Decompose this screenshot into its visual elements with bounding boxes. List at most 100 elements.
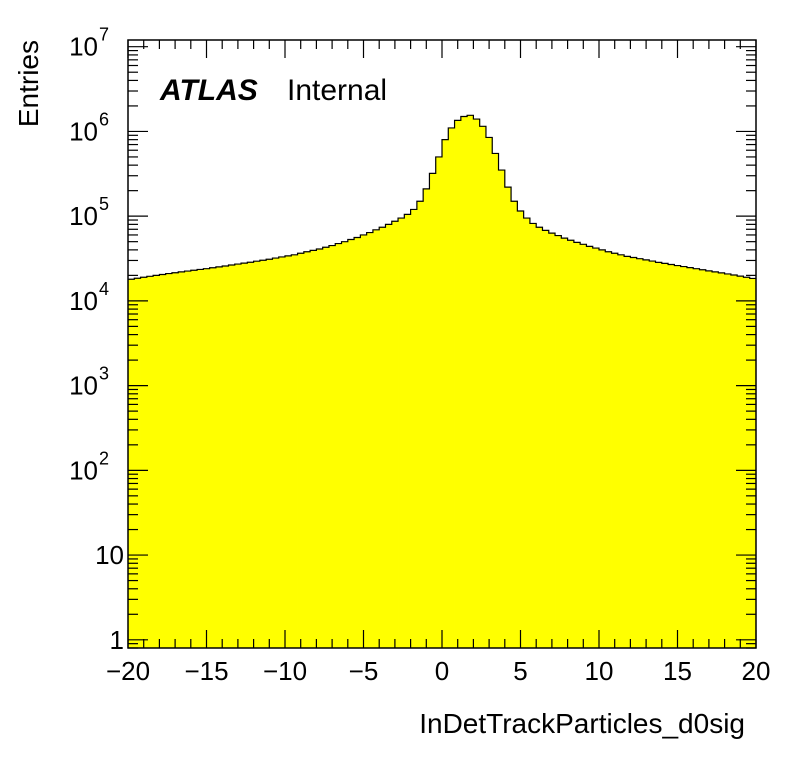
histogram-bin bbox=[680, 266, 688, 648]
histogram-bin bbox=[222, 266, 229, 648]
histogram-bin bbox=[278, 256, 286, 648]
histogram-bin bbox=[454, 120, 462, 649]
histogram-bin bbox=[567, 240, 575, 648]
histogram-bars bbox=[128, 115, 757, 649]
histogram-bin bbox=[184, 271, 192, 648]
histogram-bin bbox=[266, 259, 273, 648]
histogram-bin bbox=[460, 116, 468, 648]
histogram-bin bbox=[529, 223, 537, 648]
histogram-bin bbox=[146, 276, 154, 648]
histogram-bin bbox=[410, 209, 418, 648]
histogram-bin bbox=[693, 268, 700, 648]
histogram-bin bbox=[718, 272, 725, 648]
x-tick-label: −15 bbox=[184, 656, 228, 686]
histogram-bin bbox=[171, 272, 179, 648]
y-tick-label: 1 bbox=[110, 625, 124, 655]
histogram-bin bbox=[303, 251, 311, 649]
histogram-bin bbox=[209, 267, 217, 648]
histogram-bin bbox=[580, 244, 587, 649]
y-tick-label: 10 bbox=[95, 540, 124, 570]
histogram-bin bbox=[467, 115, 474, 649]
histogram-bin bbox=[599, 249, 606, 649]
histogram-bin bbox=[228, 265, 236, 648]
histogram-bin bbox=[617, 254, 625, 648]
histogram-bin bbox=[561, 238, 568, 648]
histogram-bin bbox=[674, 265, 682, 648]
internal-label: Internal bbox=[287, 74, 387, 107]
histogram-bin bbox=[153, 275, 160, 648]
histogram-bin bbox=[366, 232, 374, 648]
histogram-bin bbox=[705, 270, 713, 648]
histogram-bin bbox=[291, 254, 298, 648]
histogram-bin bbox=[504, 187, 512, 648]
histogram-bin bbox=[555, 235, 562, 648]
histogram-bin bbox=[234, 264, 242, 648]
histogram-bin bbox=[730, 275, 738, 648]
histogram-bin bbox=[523, 218, 531, 648]
histogram-bin bbox=[379, 227, 386, 648]
x-tick-label: −20 bbox=[106, 656, 150, 686]
x-tick-label: 0 bbox=[435, 656, 449, 686]
histogram-bin bbox=[335, 243, 342, 648]
histogram-bin bbox=[429, 173, 437, 649]
histogram-bin bbox=[573, 242, 581, 648]
y-tick-exponent: 2 bbox=[99, 448, 109, 468]
histogram-bin bbox=[542, 230, 550, 649]
histogram-outline bbox=[128, 114, 756, 280]
histogram-bin bbox=[448, 127, 455, 649]
histogram-bin bbox=[322, 247, 330, 648]
histogram-bin bbox=[724, 273, 732, 648]
y-tick-label: 10 bbox=[69, 286, 98, 316]
histogram-bin bbox=[391, 221, 399, 648]
histogram-bin bbox=[624, 256, 631, 648]
histogram-bin bbox=[737, 276, 744, 648]
y-tick-exponent: 4 bbox=[99, 279, 109, 299]
histogram-bin bbox=[548, 233, 556, 648]
histogram-bin bbox=[498, 170, 506, 649]
y-tick-exponent: 5 bbox=[99, 194, 109, 214]
histogram-bin bbox=[354, 237, 361, 648]
histogram-bin bbox=[190, 270, 198, 648]
histogram-bin bbox=[686, 267, 694, 648]
histogram-bin bbox=[404, 214, 411, 648]
x-tick-label: 10 bbox=[585, 656, 614, 686]
histogram-bin bbox=[241, 263, 248, 648]
histogram-bin bbox=[360, 234, 368, 648]
histogram-bin bbox=[316, 248, 324, 648]
histogram-bin bbox=[140, 277, 148, 648]
histogram-bin bbox=[215, 266, 223, 648]
y-tick-label: 10 bbox=[69, 371, 98, 401]
histogram-bin bbox=[611, 253, 619, 648]
y-axis-title: Entries bbox=[13, 40, 44, 127]
histogram-bin bbox=[517, 211, 525, 649]
x-tick-label: 15 bbox=[663, 656, 692, 686]
histogram-bin bbox=[473, 119, 481, 649]
histogram-bin bbox=[605, 251, 612, 649]
atlas-label: ATLAS bbox=[159, 74, 258, 107]
histogram-bin bbox=[699, 269, 707, 648]
x-tick-label: −10 bbox=[263, 656, 307, 686]
histogram-bin bbox=[442, 139, 449, 648]
y-tick-exponent: 3 bbox=[99, 364, 109, 384]
x-axis-title: InDetTrackParticles_d0sig bbox=[419, 708, 745, 739]
histogram-bin bbox=[479, 126, 487, 648]
histogram-bin bbox=[416, 201, 424, 649]
x-tick-label: 20 bbox=[742, 656, 771, 686]
histogram-bin bbox=[297, 253, 305, 648]
histogram-bin bbox=[642, 259, 650, 648]
histogram-bin bbox=[341, 241, 349, 648]
histogram-bin bbox=[159, 274, 167, 648]
histogram-bin bbox=[423, 188, 430, 648]
histogram-bin bbox=[347, 239, 355, 648]
histogram-bin bbox=[749, 278, 757, 648]
histogram-bin bbox=[165, 273, 173, 648]
histogram-bin bbox=[272, 258, 280, 648]
y-tick-label: 10 bbox=[69, 201, 98, 231]
histogram-bin bbox=[372, 229, 380, 648]
histogram-bin bbox=[630, 257, 638, 648]
x-tick-label: −5 bbox=[349, 656, 379, 686]
histogram-bin bbox=[661, 263, 669, 648]
histogram-bin bbox=[655, 262, 663, 648]
